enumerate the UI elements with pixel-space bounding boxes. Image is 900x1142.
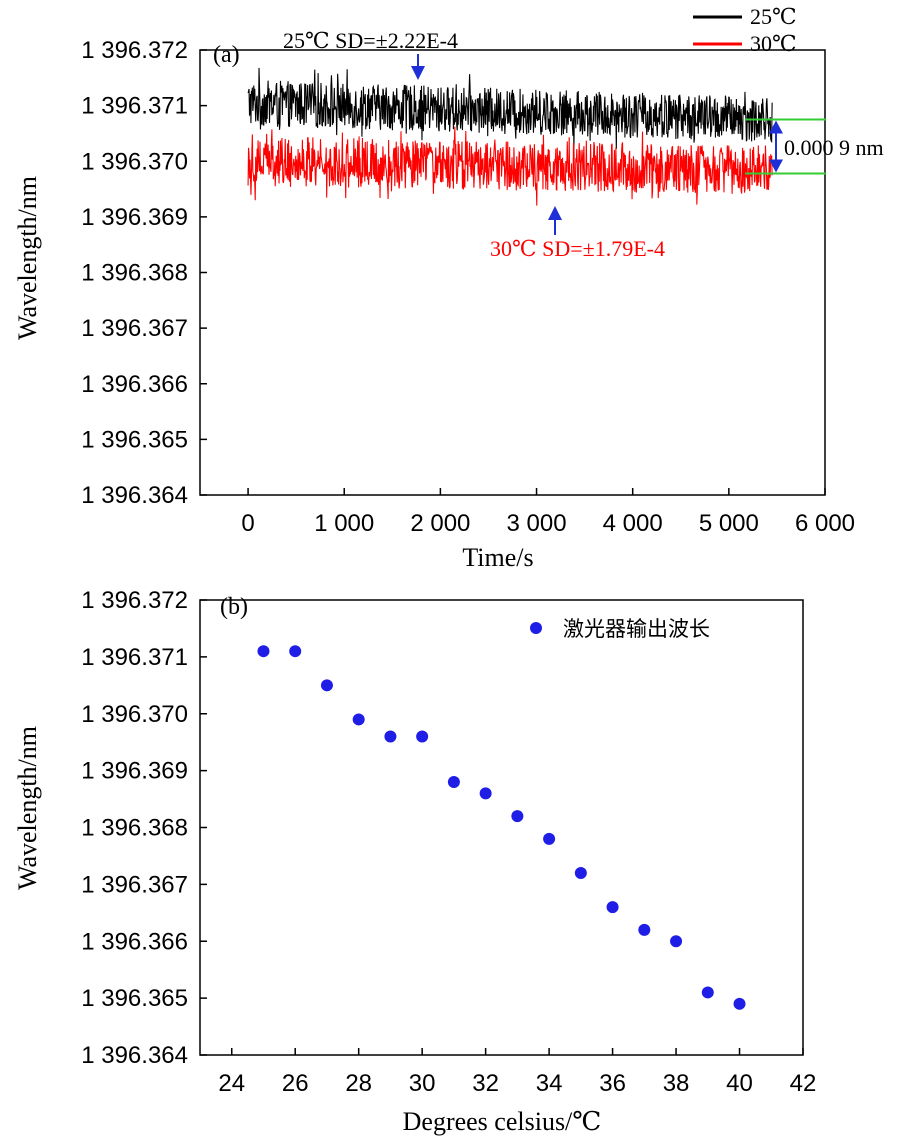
- panel-a-x-tick-label: 1 000: [314, 510, 374, 537]
- scatter-point: [511, 810, 524, 823]
- panel-b-plot-frame: [199, 599, 804, 1056]
- scatter-point: [416, 730, 429, 743]
- panel-b-x-tick-label: 36: [599, 1070, 626, 1097]
- sd-25c-annotation: 25℃ SD=±2.22E-4: [283, 28, 458, 53]
- scatter-point: [384, 730, 397, 743]
- panel-a-y-tick-label: 1 396.364: [81, 482, 188, 509]
- panel-a-x-tick-label: 3 000: [507, 510, 567, 537]
- panel-b-x-tick-label: 34: [536, 1070, 563, 1097]
- panel-b-y-tick-label: 1 396.367: [81, 871, 188, 898]
- panel-b-x-tick-label: 24: [218, 1070, 245, 1097]
- sd-25c-arrow-head: [411, 66, 425, 80]
- panel-a-y-tick-label: 1 396.370: [81, 148, 188, 175]
- panel-b-x-axis-title: Degrees celsius/℃: [403, 1107, 602, 1136]
- panel-b-x-tick-label: 30: [409, 1070, 436, 1097]
- panel-a-y-tick-label: 1 396.369: [81, 204, 188, 231]
- legend-label-30c: 30℃: [750, 31, 797, 56]
- panel-a-series-layer: [247, 67, 773, 206]
- panel-b-y-tick-label: 1 396.370: [81, 701, 188, 728]
- panel-a-y-tick-label: 1 396.371: [81, 93, 188, 120]
- panel-b-legend: 激光器输出波长: [530, 617, 710, 641]
- panel-b-series-layer: [257, 645, 746, 1010]
- panel-b-y-axis-title: Wavelength/nm: [13, 726, 42, 890]
- panel-b-y-tick-label: 1 396.371: [81, 644, 188, 671]
- panel-b-y-tick-label: 1 396.369: [81, 758, 188, 785]
- panel-b-label: (b): [220, 594, 248, 620]
- sd-30c-arrow-head: [548, 206, 562, 220]
- gap-arrow-head-up: [769, 120, 783, 134]
- legend-label-laser-output-wavelength: 激光器输出波长: [563, 617, 710, 641]
- panel-b-x-tick-label: 40: [726, 1070, 753, 1097]
- gap-arrow-head-down: [769, 159, 783, 173]
- panel-a-legend: 25℃ 30℃: [693, 4, 797, 56]
- panel-a-y-tick-label: 1 396.367: [81, 315, 188, 342]
- scatter-point: [257, 645, 270, 658]
- panel-a-x-tick-label: 2 000: [410, 510, 470, 537]
- scatter-point: [670, 935, 683, 948]
- panel-a-annotation-layer: [411, 54, 826, 235]
- panel-b-y-tick-label: 1 396.365: [81, 985, 188, 1012]
- panel-b-y-tick-label: 1 396.366: [81, 928, 188, 955]
- scatter-point: [606, 901, 619, 914]
- panel-b-axes: 1 396.364 1 396.365 1 396.366 1 396.367 1 39…: [81, 587, 816, 1097]
- panel-a-label: (a): [213, 42, 240, 68]
- panel-a-x-axis-title: Time/s: [462, 543, 533, 572]
- scatter-point: [479, 787, 492, 800]
- panel-b-x-tick-label: 32: [472, 1070, 499, 1097]
- scatter-point: [638, 923, 651, 936]
- legend-marker-laser-output-wavelength: [530, 622, 542, 634]
- panel-a-y-tick-label: 1 396.372: [81, 37, 188, 64]
- panel-b-x-tick-label: 26: [282, 1070, 309, 1097]
- panel-b-x-tick-label: 42: [790, 1070, 817, 1097]
- legend-label-25c: 25℃: [750, 4, 797, 29]
- panel-a-y-tick-label: 1 396.365: [81, 426, 188, 453]
- gap-annotation: 0.000 9 nm: [784, 135, 884, 160]
- panel-a-y-tick-label: 1 396.368: [81, 260, 188, 287]
- sd-30c-annotation: 30℃ SD=±1.79E-4: [490, 236, 665, 261]
- panel-a-x-tick-label: 6 000: [795, 510, 855, 537]
- panel-a-x-tick-label: 4 000: [603, 510, 663, 537]
- scatter-point: [320, 679, 333, 692]
- panel-b-y-tick-label: 1 396.368: [81, 815, 188, 842]
- panel-a-y-tick-label: 1 396.366: [81, 371, 188, 398]
- scatter-point: [447, 776, 460, 788]
- scatter-point: [574, 867, 587, 879]
- panel-b-scatter: 1 396.364 1 396.365 1 396.366 1 396.367 1 39…: [13, 587, 816, 1136]
- scatter-point: [352, 713, 365, 726]
- panel-a-time-series: 1 396.364 1 396.365 1 396.366 1 396.367 1 39…: [13, 4, 884, 572]
- scatter-point: [543, 832, 556, 845]
- panel-b-y-tick-label: 1 396.372: [81, 587, 188, 614]
- panel-b-y-tick-label: 1 396.364: [81, 1042, 188, 1069]
- panel-b-x-tick-label: 38: [663, 1070, 690, 1097]
- series-line-30c: [247, 126, 773, 206]
- scatter-point: [733, 997, 746, 1010]
- scatter-point: [701, 986, 714, 999]
- panel-a-x-tick-label: 0: [241, 510, 254, 537]
- panel-b-x-tick-label: 28: [345, 1070, 372, 1097]
- panel-a-axes: 1 396.364 1 396.365 1 396.366 1 396.367 1 39…: [81, 37, 855, 537]
- series-line-25c: [247, 67, 773, 149]
- panel-a-x-tick-label: 5 000: [699, 510, 759, 537]
- panel-a-y-axis-title: Wavelength/nm: [13, 176, 42, 340]
- scatter-point: [289, 645, 302, 658]
